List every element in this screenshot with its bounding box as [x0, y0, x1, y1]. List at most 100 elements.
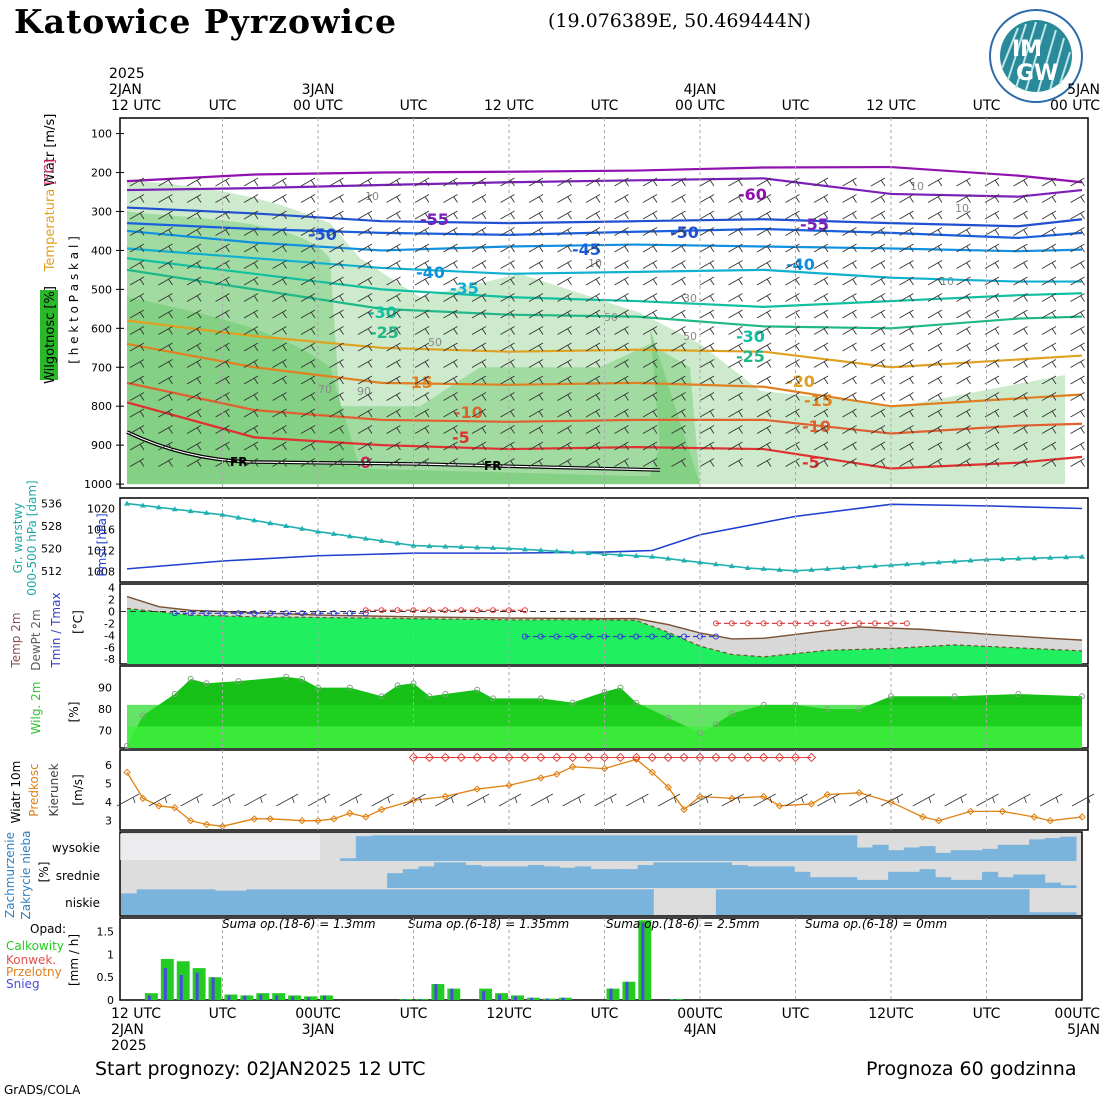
temp-unit-label: [°C]: [43, 159, 58, 185]
wind-barb: [1041, 227, 1057, 236]
wind-barb: [557, 293, 572, 302]
wind-speed-marker: [346, 809, 354, 817]
cloud-bar: [966, 879, 983, 888]
wind-barb: [899, 458, 914, 467]
wind-barb: [528, 177, 544, 187]
wind-speed-marker: [632, 755, 641, 764]
cloud-bar: [402, 835, 419, 861]
wind-barb: [813, 425, 829, 434]
temp-label: Temperatura: [43, 189, 58, 273]
wind-barb: [186, 227, 202, 236]
tmin-tmax-marker: [474, 607, 481, 614]
wind-barb: [272, 441, 287, 451]
wind-barb: [671, 276, 686, 286]
logo-text-bottom: GW: [1016, 61, 1058, 86]
wind-barb: [243, 227, 259, 236]
gr-tick-label: 512: [41, 565, 62, 578]
wind-barb: [927, 458, 943, 467]
wind-barb: [329, 227, 344, 236]
wind-barb: [500, 293, 515, 302]
wind-barb: [642, 227, 658, 236]
wind-barb: [813, 441, 829, 451]
gr-marker: [681, 557, 688, 563]
isotherm-label: -60: [738, 185, 767, 204]
wind-barb: [500, 375, 515, 385]
wind-speed-marker: [441, 792, 450, 801]
bottom-time-label: 00UTC: [295, 1006, 341, 1022]
gust-marker: [743, 752, 753, 763]
wind-barb: [585, 441, 601, 451]
wind-barb: [557, 441, 572, 451]
wind-barb: [756, 326, 772, 335]
wind-barb: [471, 408, 487, 418]
bottom-date-label: 4JAN: [684, 1022, 717, 1038]
temp-tick-label: -6: [104, 641, 115, 654]
isotherm-label: -50: [308, 225, 337, 244]
cloud-bar: [293, 889, 310, 915]
cloud-bar: [997, 889, 1014, 915]
wind-barb-10m: [753, 793, 776, 807]
precip-snow-bar: [211, 977, 215, 1000]
cloud-bar: [512, 889, 529, 915]
tmin-tmax-marker: [569, 633, 576, 640]
rh-marker: [394, 682, 401, 689]
freezing-label: FR: [484, 459, 501, 473]
wind-barb: [471, 375, 487, 385]
gr-marker: [219, 511, 226, 517]
wind-barb: [500, 458, 515, 467]
tmin-tmax-marker: [362, 607, 369, 614]
cloud-bar: [575, 889, 592, 915]
wind-speed-marker: [266, 815, 274, 823]
wind-speed-marker: [139, 794, 147, 803]
wind-barb: [528, 458, 544, 467]
wind-barb: [186, 392, 202, 401]
wind-barb: [357, 260, 373, 269]
wind-barb: [1013, 359, 1028, 368]
cloud-bar: [621, 889, 639, 915]
wind-barb: [699, 194, 715, 203]
wind-barb: [870, 375, 886, 385]
precip-snow-bar: [641, 922, 645, 1000]
cloud-bar: [747, 889, 764, 915]
precip-sum-1: Suma op.(18-6) = 1.3mm: [222, 917, 376, 931]
tmin-tmax-marker: [521, 633, 528, 640]
wind-barb: [414, 276, 430, 286]
wind-barb: [129, 210, 145, 220]
wind-barb: [699, 326, 715, 335]
precip-snow-bar: [561, 997, 565, 1000]
cloud-bar: [230, 890, 247, 915]
wind-barb: [813, 392, 829, 401]
isotherm-label: -25: [370, 323, 399, 342]
cloud-bar: [418, 835, 435, 861]
wind-barb: [186, 243, 202, 253]
wind-barb: [671, 177, 686, 187]
precip-snow-bar: [179, 974, 183, 1000]
wind-barb: [785, 276, 800, 286]
wind-barb: [870, 260, 886, 269]
precip-total-bar: [240, 995, 254, 1000]
wind-barb: [1013, 309, 1028, 319]
gr-marker: [665, 555, 672, 561]
wind-barb: [671, 260, 686, 269]
wind-barb: [899, 342, 914, 352]
wind-barb: [557, 177, 572, 187]
wind-barb: [956, 375, 971, 385]
wind-barb: [129, 260, 145, 269]
cloud-bar: [966, 889, 983, 915]
wind-barb: [243, 210, 259, 220]
wind-barb: [528, 210, 544, 220]
precip-total-bar: [160, 959, 174, 1000]
tmin-tmax-marker: [681, 633, 688, 640]
wind-barb: [329, 458, 344, 467]
cloud-bar: [809, 889, 827, 915]
wind-barb: [386, 458, 401, 467]
precip-legend-conv: Konwek.: [6, 953, 56, 967]
cloud-bar: [528, 865, 545, 888]
gr-marker: [299, 525, 306, 531]
wind-barb: [186, 309, 202, 319]
wind-barb: [414, 375, 430, 385]
gr-marker: [1015, 555, 1022, 561]
wind-barb: [842, 425, 857, 434]
top-time-label: 00 UTC: [675, 98, 725, 114]
wind-speed-marker: [202, 820, 211, 829]
